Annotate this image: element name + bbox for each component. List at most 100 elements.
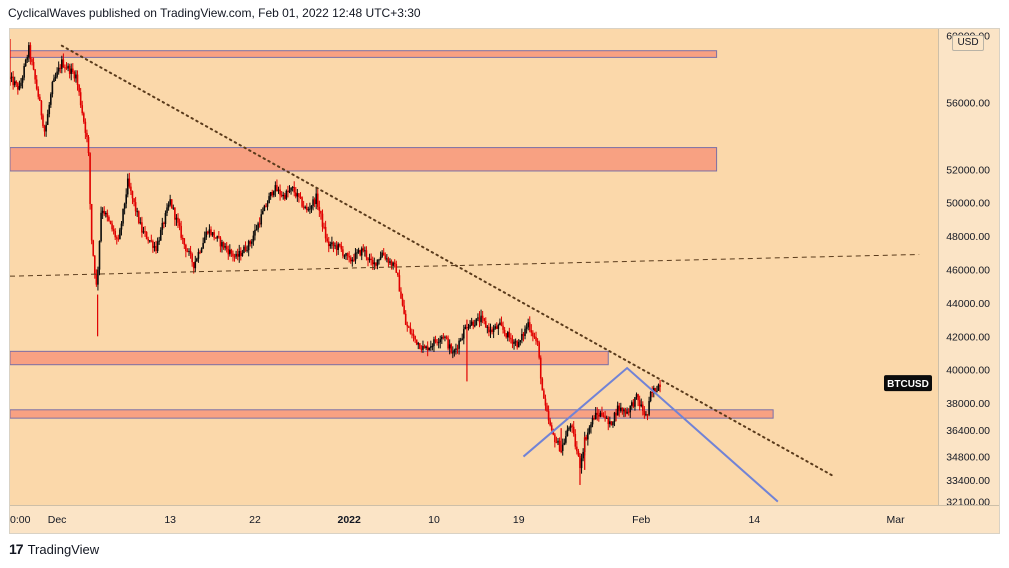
candle-body	[67, 65, 69, 69]
candle-body	[301, 197, 303, 207]
candle-body	[345, 253, 347, 256]
candle-body	[177, 217, 179, 223]
tradingview-brand: TradingView	[27, 541, 100, 557]
candle-body	[194, 261, 197, 269]
price-tick-label: 50000.00	[946, 198, 990, 210]
candle-body	[296, 193, 299, 197]
candle-body	[142, 231, 145, 233]
candle-body	[68, 65, 71, 74]
candle-body	[492, 328, 495, 332]
candle-body	[29, 45, 32, 60]
time-tick-label: Mar	[887, 514, 906, 526]
time-tick-label: 22	[249, 514, 261, 526]
candle-body	[357, 250, 360, 253]
currency-badge[interactable]: USD	[952, 35, 984, 51]
candle-body	[59, 67, 62, 69]
candle-body	[200, 248, 203, 253]
candle-body	[291, 186, 294, 188]
candle-body	[456, 348, 459, 350]
time-tick-label: Dec	[48, 514, 67, 526]
candle-body	[268, 196, 270, 204]
candle-body	[254, 229, 256, 236]
candle-body	[95, 273, 98, 285]
candle-body	[277, 189, 280, 192]
price-zone[interactable]	[10, 50, 718, 58]
candle-body	[20, 82, 22, 87]
candle-body	[631, 402, 633, 406]
candle-body	[423, 346, 426, 349]
candle-body	[558, 440, 561, 452]
chart-frame	[9, 28, 1000, 534]
price-axis[interactable]: 56000.00 52000.00 50000.00 48000.00 46000.00…	[884, 29, 999, 533]
candle-body	[513, 341, 515, 344]
candle-body	[411, 333, 413, 335]
descending-trendline[interactable]	[60, 44, 836, 478]
candle-body	[514, 341, 517, 343]
price-zone[interactable]	[10, 147, 718, 172]
tradingview-logo-icon: 17	[9, 541, 24, 557]
candle-body	[568, 427, 570, 430]
candle-body	[609, 421, 611, 425]
candle-body	[425, 346, 427, 349]
candle-body	[205, 231, 208, 238]
candle-body	[420, 348, 423, 350]
candle-body	[276, 185, 278, 192]
candle-body	[442, 336, 445, 338]
candle-body	[238, 250, 241, 257]
candle-body	[260, 214, 263, 225]
candle-body	[76, 74, 79, 85]
candle-body	[502, 325, 504, 330]
candle-body	[54, 76, 57, 79]
candle-body	[499, 322, 501, 325]
candle-body	[393, 262, 396, 265]
candle-body	[208, 229, 211, 234]
candle-body	[433, 339, 435, 346]
candle-body	[186, 250, 189, 252]
projection-path[interactable]	[522, 366, 779, 503]
candle-body	[604, 416, 606, 419]
candle-body	[26, 57, 29, 60]
candle-body	[207, 231, 209, 234]
candle-body	[315, 193, 317, 205]
candle-body	[302, 206, 305, 208]
candle-body	[321, 213, 324, 227]
candle-body	[544, 398, 547, 406]
candle-body	[629, 405, 632, 413]
price-tick-label: 42000.00	[946, 331, 990, 343]
candle-body	[557, 440, 559, 443]
candle-body	[280, 194, 283, 197]
candle-body	[408, 326, 410, 328]
candle-body	[632, 402, 635, 407]
candle-body	[447, 338, 449, 349]
horizontal-dashed-line[interactable]	[10, 253, 920, 277]
time-axis[interactable]: 0:00 Dec 13 22 2022 10 19 Feb 14 Mar	[10, 505, 999, 533]
candle-body	[528, 322, 531, 331]
plot-content	[10, 39, 920, 503]
candle-body	[283, 194, 286, 199]
candle-body	[262, 211, 264, 215]
candle-body	[34, 69, 36, 80]
candle-body	[274, 185, 277, 192]
candle-body	[620, 407, 622, 411]
candle-body	[503, 329, 506, 334]
candle-body	[45, 124, 47, 132]
time-tick-label: 10	[428, 514, 440, 526]
price-label-box[interactable]	[884, 375, 932, 392]
candle-body	[654, 388, 657, 392]
candle-body	[546, 405, 548, 412]
candle-body	[621, 407, 624, 412]
candle-body	[23, 65, 25, 78]
price-zone[interactable]	[10, 350, 609, 366]
candle-body	[649, 391, 652, 402]
candle-body	[225, 246, 228, 250]
candle-body	[651, 391, 654, 393]
candle-body	[46, 114, 49, 125]
candle-body	[338, 243, 341, 246]
candle-body	[233, 256, 236, 258]
price-zone[interactable]	[10, 409, 774, 419]
candle-body	[257, 223, 259, 230]
plot-area[interactable]	[9, 29, 938, 505]
candle-body	[213, 232, 215, 238]
candle-body	[348, 256, 350, 258]
